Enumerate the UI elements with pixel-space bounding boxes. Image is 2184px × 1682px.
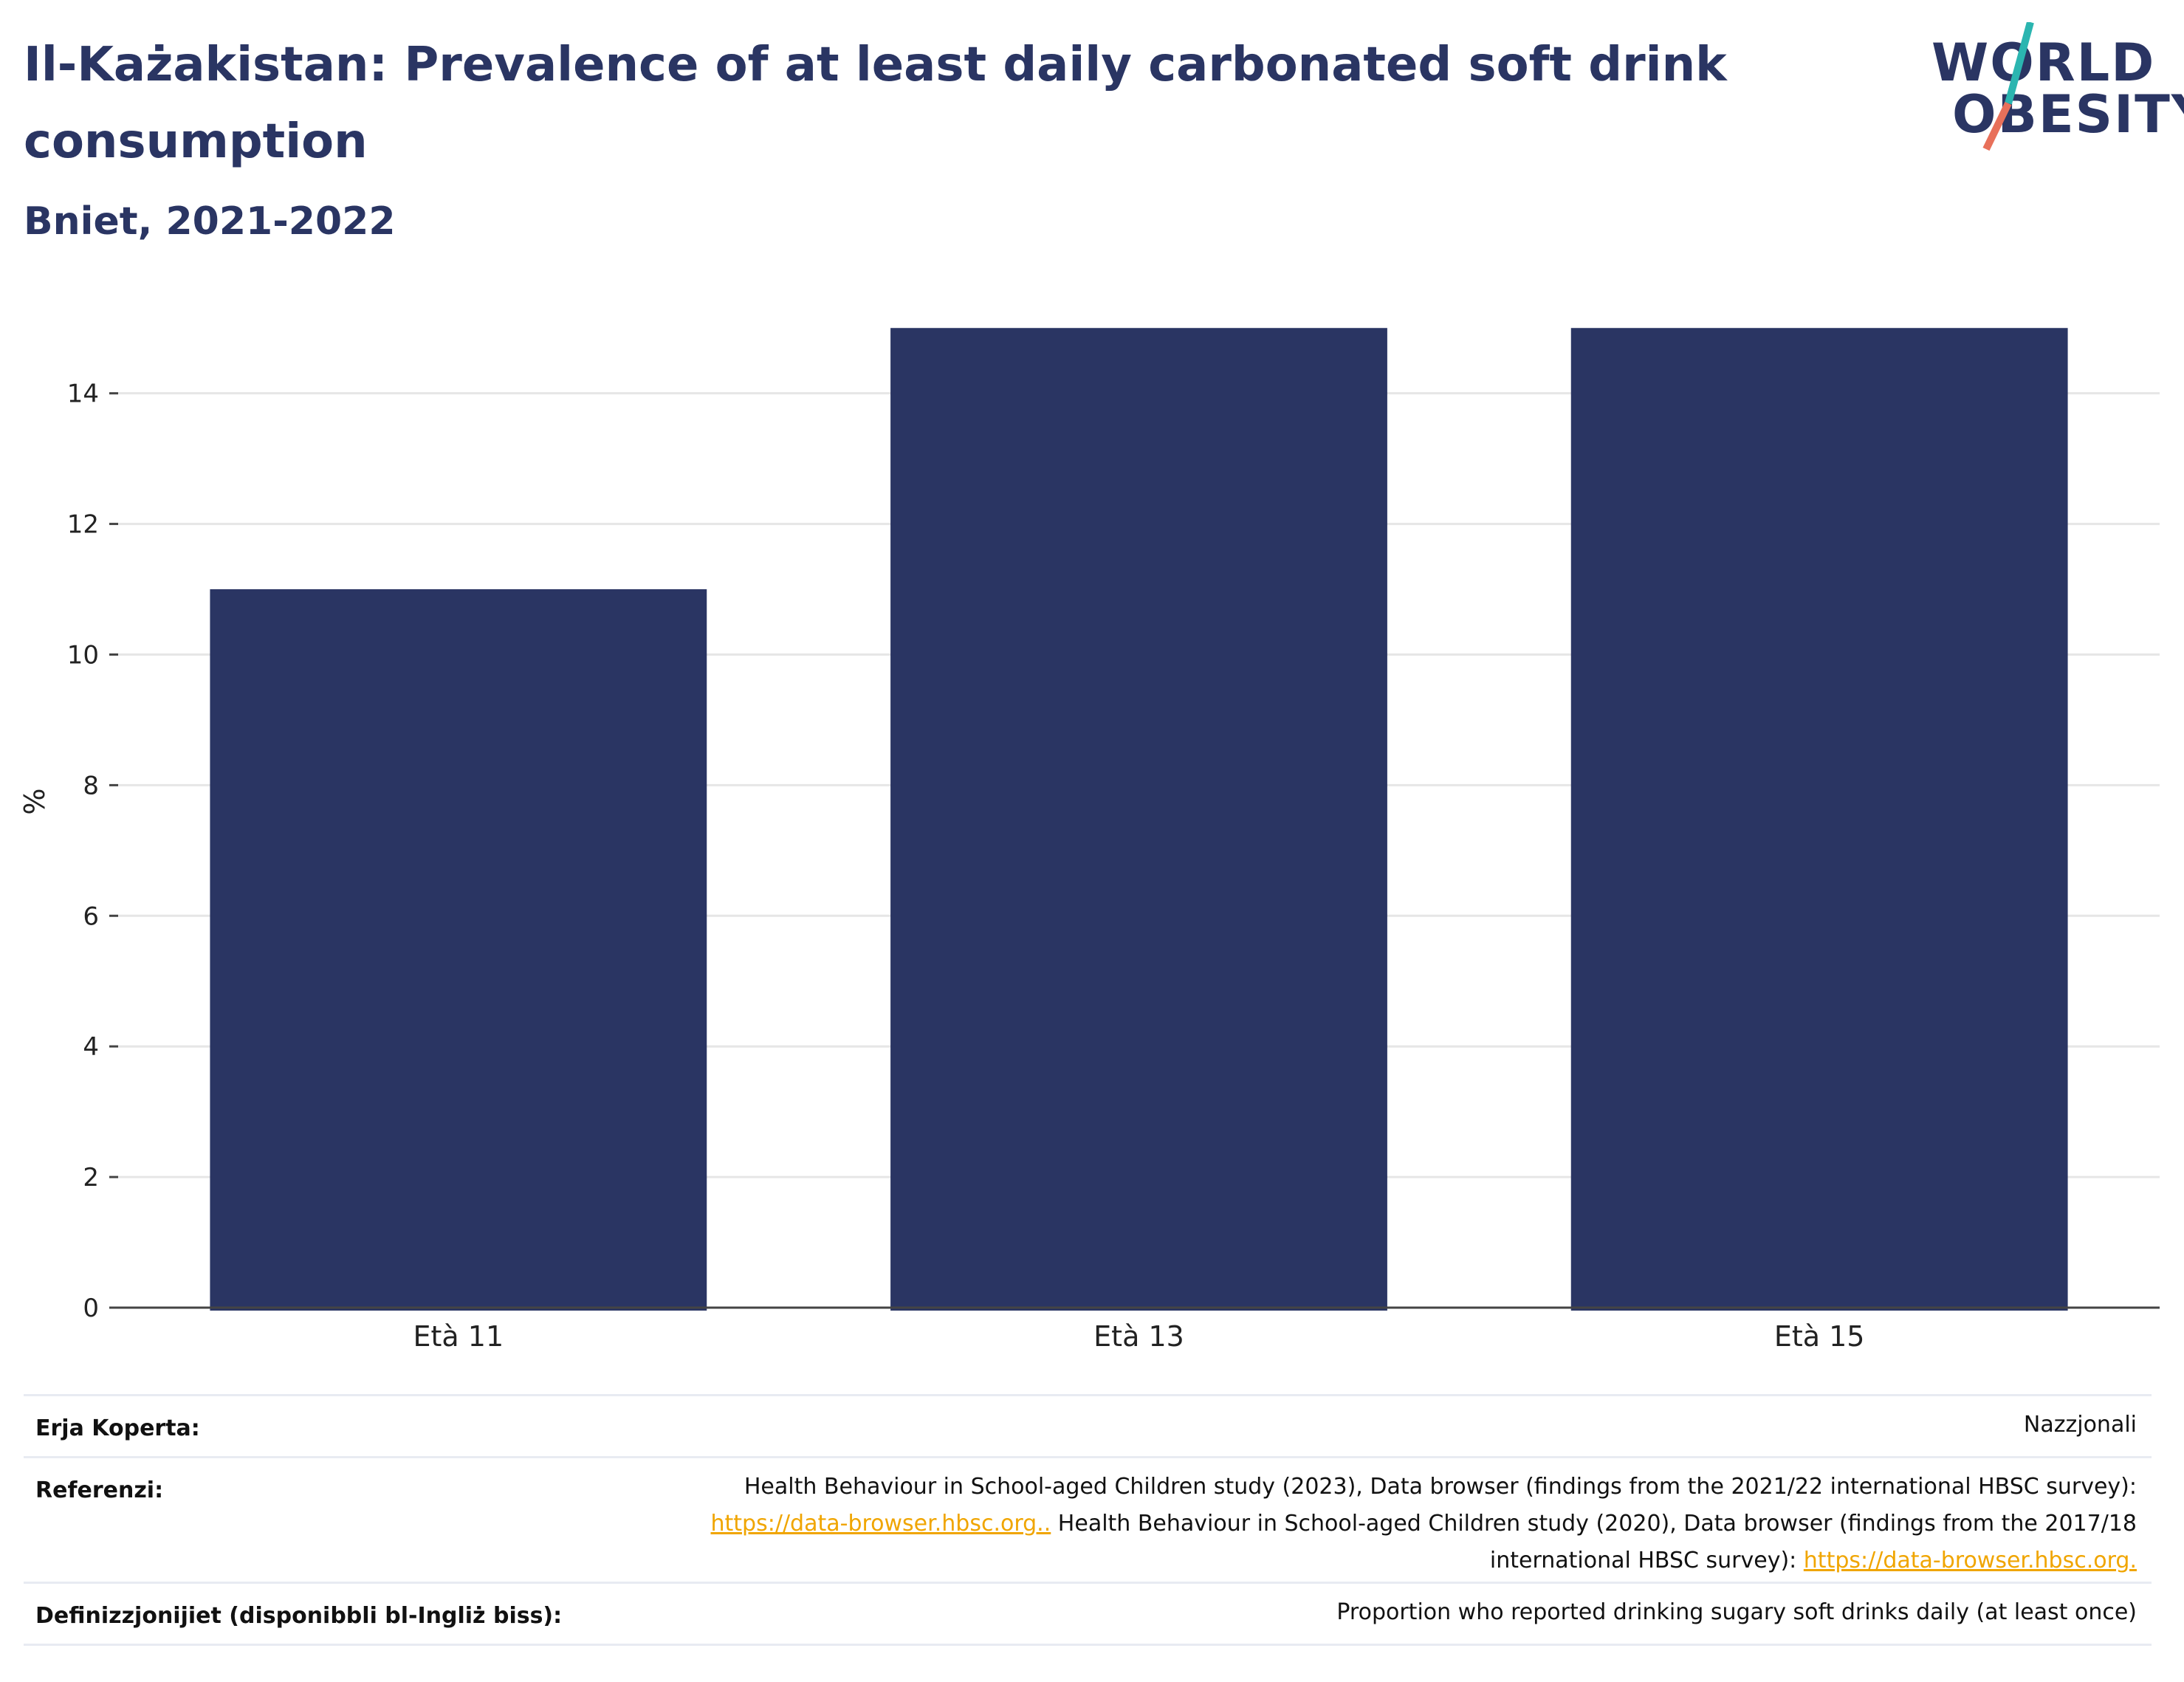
y-tick-label: 10: [67, 640, 99, 670]
definitions-value: Proportion who reported drinking sugary …: [1336, 1599, 2137, 1625]
y-axis-ticks: 0 2 4 6 8 10 12 14: [67, 380, 118, 1323]
references-line-1: Health Behaviour in School-aged Children…: [744, 1474, 2137, 1500]
bar: [890, 328, 1387, 1311]
references-line-2-text: Health Behaviour in School-aged Children…: [1051, 1511, 2137, 1537]
x-tick-label: Età 13: [1093, 1320, 1184, 1353]
y-tick-label: 0: [83, 1294, 99, 1323]
hbsc-link-1[interactable]: https://data-browser.hbsc.org..: [710, 1511, 1051, 1537]
bar: [210, 589, 707, 1311]
coverage-value: Nazzjonali: [2023, 1412, 2137, 1438]
chart-subtitle: Bniet, 2021-2022: [24, 199, 396, 244]
logo-slash-top: [2005, 22, 2034, 105]
logo-text-world: WORLD: [1931, 32, 2156, 93]
references-line-3-text: international HBSC survey):: [1489, 1548, 1804, 1573]
x-tick-label: Età 11: [413, 1320, 504, 1353]
references-row: Referenzi: Health Behaviour in School-ag…: [24, 1456, 2152, 1584]
references-label: Referenzi:: [35, 1477, 164, 1503]
x-tick-label: Età 15: [1774, 1320, 1865, 1353]
chart-title: Il-Każakistan: Prevalence of at least da…: [24, 38, 1727, 169]
y-tick-label: 6: [83, 902, 99, 931]
y-tick-label: 12: [67, 510, 99, 540]
y-axis-label: %: [18, 788, 51, 814]
references-line-2: https://data-browser.hbsc.org.. Health B…: [711, 1506, 2137, 1542]
logo-slash-bottom: [1982, 101, 2012, 151]
x-axis-labels: Età 11 Età 13 Età 15: [413, 1320, 1865, 1353]
y-tick-label: 4: [83, 1032, 99, 1062]
coverage-label: Erja Koperta:: [35, 1415, 200, 1441]
world-obesity-logo: WORLD OBESITY: [1920, 22, 2184, 155]
definitions-row: Definizzjonijiet (disponibbli bl-Ingliż …: [24, 1582, 2152, 1646]
bars: [210, 328, 2068, 1311]
bar: [1570, 328, 2068, 1311]
y-tick-label: 14: [67, 380, 99, 409]
bar-chart: 0 2 4 6 8 10 12 14 Età 11 Età 13 Età 15 %: [18, 328, 2160, 1353]
y-tick-label: 2: [83, 1163, 99, 1192]
table-bottom-border: [24, 1644, 2152, 1646]
hbsc-link-2[interactable]: https://data-browser.hbsc.org.: [1803, 1548, 2137, 1573]
coverage-row: Erja Koperta: Nazzjonali: [24, 1394, 2152, 1458]
references-value: Health Behaviour in School-aged Children…: [711, 1469, 2137, 1579]
metadata-table: Erja Koperta: Nazzjonali Referenzi: Heal…: [24, 1394, 2152, 1682]
y-tick-label: 8: [83, 771, 99, 800]
references-line-3: international HBSC survey): https://data…: [711, 1542, 2137, 1579]
definitions-label: Definizzjonijiet (disponibbli bl-Ingliż …: [35, 1603, 563, 1629]
logo-slash-icon: [1982, 22, 2034, 151]
